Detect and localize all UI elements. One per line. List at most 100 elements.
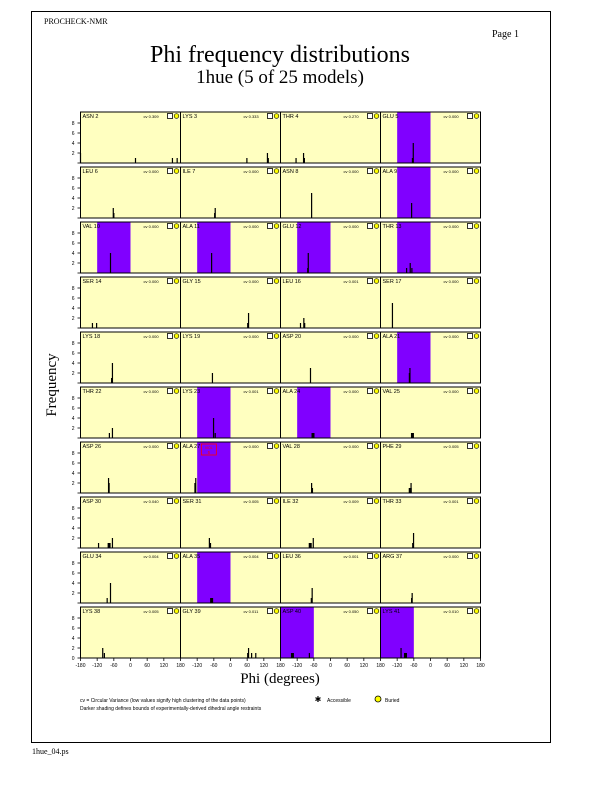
y-tick-label: 4	[72, 581, 75, 587]
frequency-bar	[408, 373, 410, 383]
accessibility-icon	[373, 168, 380, 174]
accessibility-icon	[473, 168, 480, 174]
cv-legend-note: cv = Circular Variance (low values signi…	[80, 698, 246, 704]
secondary-structure-box-icon	[267, 168, 273, 174]
frequency-bar	[290, 653, 294, 658]
frequency-bar	[391, 303, 394, 328]
x-tick-label: -60	[110, 663, 117, 669]
panel-background	[280, 277, 381, 328]
x-tick-label: 180	[276, 663, 285, 669]
circular-variance: cv 0.050	[344, 609, 360, 614]
panel-background	[280, 497, 381, 548]
accessibility-icon	[373, 333, 380, 339]
y-tick-label: 4	[72, 416, 75, 422]
residue-label: ASN 8	[283, 169, 299, 175]
page-subtitle: 1hue (5 of 25 models)	[196, 67, 364, 88]
residue-label: VAL 28	[283, 444, 300, 450]
frequency-bar	[255, 653, 257, 658]
x-tick-label: 60	[244, 663, 250, 669]
residue-label: VAL 25	[383, 389, 400, 395]
frequency-bar	[103, 653, 105, 658]
secondary-structure-box-icon	[367, 278, 373, 284]
residue-label: ASP 20	[283, 334, 302, 340]
page-border	[31, 11, 551, 743]
secondary-structure-box-icon	[267, 223, 273, 229]
y-tick-label: 2	[72, 481, 75, 487]
accessibility-icon	[373, 223, 380, 229]
frequency-bar	[307, 268, 309, 273]
circular-variance: cv 0.270	[344, 114, 360, 119]
panel-background	[280, 442, 381, 493]
frequency-bar	[247, 653, 249, 658]
residue-label: ASP 26	[83, 444, 102, 450]
residue-label: ALA 11	[183, 224, 200, 230]
residue-panel: VAL 25 cv 0.000	[380, 386, 481, 439]
panel-background	[380, 497, 481, 548]
x-tick-label: 180	[176, 663, 185, 669]
restraint-shading	[280, 607, 314, 658]
residue-label: VAL 10	[83, 224, 100, 230]
y-tick-label: 6	[72, 131, 75, 137]
circular-variance: cv 0.000	[344, 224, 360, 229]
frequency-bar	[111, 363, 114, 383]
restraint-violation-box	[200, 443, 217, 456]
residue-label: LYS 18	[83, 334, 101, 340]
secondary-structure-box-icon	[267, 388, 273, 394]
residue-panel: ARG 37 cv 0.000	[380, 551, 481, 604]
restraint-shading	[297, 387, 331, 438]
residue-panel: ASP 26 cv 0.000	[80, 441, 181, 494]
accessibility-icon	[373, 498, 380, 504]
frequency-bar	[311, 433, 315, 438]
residue-label: THR 4	[283, 114, 299, 120]
panel-background	[80, 332, 181, 383]
residue-label: SER 31	[183, 499, 202, 505]
secondary-structure-box-icon	[467, 443, 473, 449]
frequency-bar	[307, 253, 309, 273]
frequency-bar	[109, 583, 112, 603]
residue-panel: ALA 35 cv 0.004	[180, 551, 281, 604]
frequency-bar	[210, 598, 214, 603]
frequency-bar	[308, 543, 312, 548]
y-tick-label: 6	[72, 241, 75, 247]
frequency-bar	[102, 648, 104, 658]
panel-background	[380, 442, 481, 493]
secondary-structure-box-icon	[267, 553, 273, 559]
circular-variance: cv 0.001	[444, 499, 460, 504]
y-tick-label: 8	[72, 121, 75, 127]
circular-variance: cv 0.000	[144, 279, 160, 284]
residue-panel: ASN 2 cv 0.309	[79, 111, 181, 164]
accessibility-icon	[473, 498, 480, 504]
x-tick-label: -120	[92, 663, 102, 669]
frequency-bar	[107, 543, 111, 548]
x-tick-label: 120	[360, 663, 369, 669]
y-tick-label: 2	[72, 316, 75, 322]
circular-variance: cv 0.010	[444, 609, 460, 614]
residue-panel: LYS 38 cv 0.005	[80, 606, 181, 659]
frequency-bar	[303, 318, 305, 328]
secondary-structure-box-icon	[467, 498, 473, 504]
circular-variance: cv 0.001	[344, 554, 360, 559]
frequency-bar	[266, 153, 269, 163]
secondary-structure-box-icon	[267, 333, 273, 339]
frequency-bar	[106, 598, 108, 603]
y-tick-label: 2	[72, 206, 75, 212]
residue-label: ALA 27	[183, 444, 201, 450]
panel-background	[280, 552, 381, 603]
frequency-bar	[303, 158, 305, 163]
frequency-bar	[134, 158, 137, 163]
panel-background	[280, 112, 381, 163]
x-tick-label: -60	[310, 663, 317, 669]
panel-background	[80, 277, 181, 328]
residue-panel: ALA 11 cv 0.000	[180, 221, 281, 274]
circular-variance: cv 0.000	[244, 169, 260, 174]
secondary-structure-box-icon	[167, 608, 173, 614]
circular-variance: cv 0.040	[144, 499, 160, 504]
panel-grid: ASN 2 cv 0.309 LYS 3 cv 0.333 THR 4 cv 0.270 G…	[79, 111, 481, 659]
y-tick-label: 8	[72, 341, 75, 347]
restraint-shading	[97, 222, 131, 273]
accessibility-icon	[473, 278, 480, 284]
circular-variance: cv 0.000	[144, 169, 160, 174]
y-tick-label: 8	[72, 506, 75, 512]
